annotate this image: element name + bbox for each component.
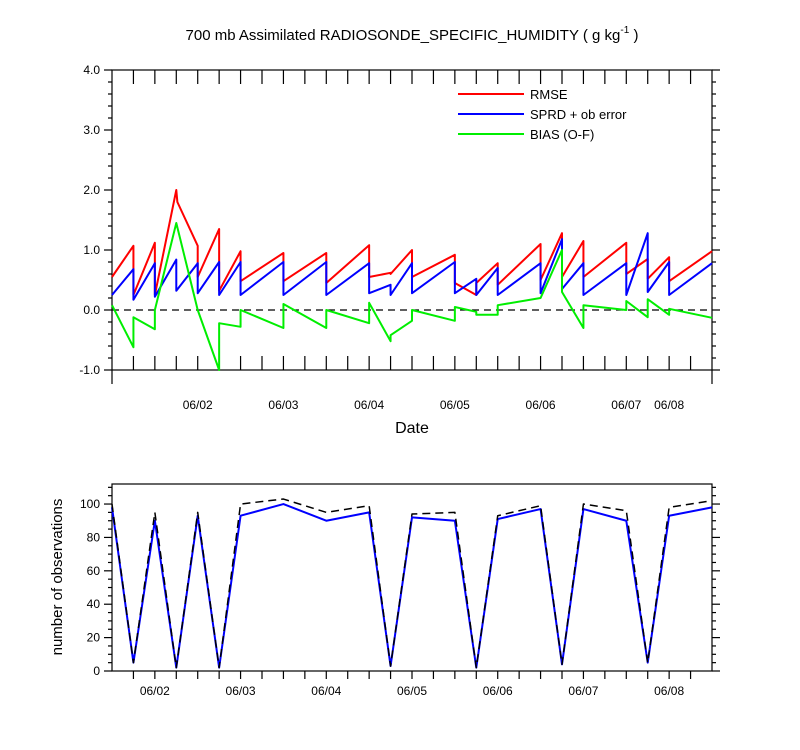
y-tick-label: -1.0	[79, 363, 100, 377]
series-line-observations-possible	[111, 498, 713, 669]
x-tick-label: 06/06	[526, 398, 556, 412]
y-tick-label: 60	[87, 564, 101, 578]
y-tick-label: 3.0	[83, 123, 100, 137]
series-line-observations-assimilated	[111, 503, 713, 669]
y-tick-label: 100	[80, 497, 100, 511]
chart-title: 700 mb Assimilated RADIOSONDE_SPECIFIC_H…	[186, 25, 639, 44]
x-tick-label: 06/03	[268, 398, 298, 412]
top-chart-panel: -1.0 0.0 1.0 2.0 3.0 4.0 06/02 06/03 06/04 06/05 0…	[79, 63, 720, 412]
x-tick-label: 06/07	[611, 398, 641, 412]
x-tick-label: 06/08	[654, 684, 684, 698]
series-line-bias-o-f-	[111, 222, 713, 371]
bottom-chart-panel: 0 20 40 60 80 100 06/02 06/03 06/04 06/05 06/06 06/…	[80, 483, 720, 698]
x-tick-label: 06/06	[483, 684, 513, 698]
x-tick-label: 06/05	[397, 684, 427, 698]
y-tick-label: 80	[87, 530, 101, 544]
x-tick-label: 06/04	[354, 398, 384, 412]
legend-label: BIAS (O-F)	[530, 127, 594, 142]
legend-label: SPRD + ob error	[530, 107, 627, 122]
y-tick-label: 0.0	[83, 303, 100, 317]
x-tick-label: 06/03	[226, 684, 256, 698]
x-tick-label: 06/02	[183, 398, 213, 412]
x-axis-label: Date	[395, 420, 429, 437]
x-tick-label: 06/04	[311, 684, 341, 698]
series-line-rmse	[111, 189, 713, 296]
series-line-sprd-ob-error	[111, 232, 713, 301]
x-tick-label: 06/05	[440, 398, 470, 412]
plot-frame	[111, 483, 713, 672]
title-end: )	[629, 27, 638, 44]
x-tick-label: 06/07	[568, 684, 598, 698]
x-tick-label: 06/02	[140, 684, 170, 698]
y-tick-label: 4.0	[83, 63, 100, 77]
title-superscript: -1	[620, 25, 629, 36]
title-main: 700 mb Assimilated RADIOSONDE_SPECIFIC_H…	[186, 27, 621, 44]
x-tick-label: 06/08	[654, 398, 684, 412]
y-axis-label: number of observations	[49, 499, 66, 656]
y-tick-label: 1.0	[83, 243, 100, 257]
y-tick-label: 2.0	[83, 183, 100, 197]
legend-label: RMSE	[530, 87, 568, 102]
y-tick-label: 0	[93, 664, 100, 678]
y-tick-label: 20	[87, 631, 101, 645]
y-tick-label: 40	[87, 597, 101, 611]
